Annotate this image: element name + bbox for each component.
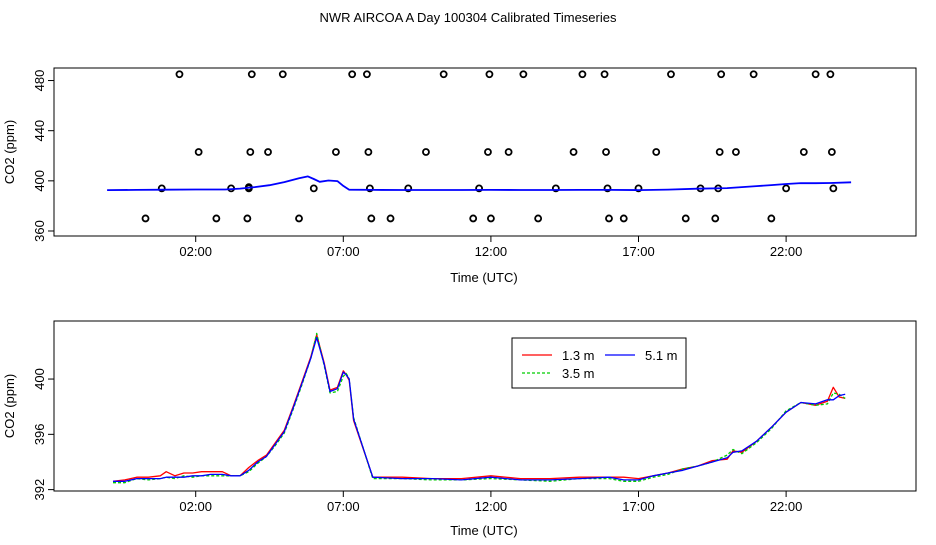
legend: 1.3 m 3.5 m 5.1 m: [512, 338, 686, 388]
bottom-x-tick-label: 17:00: [622, 499, 655, 514]
top-x-tick-label: 22:00: [770, 244, 803, 259]
legend-box: [512, 338, 686, 388]
bottom-x-tick-label: 02:00: [179, 499, 212, 514]
figure-title: NWR AIRCOA A Day 100304 Calibrated Times…: [320, 10, 617, 25]
legend-label-5-1m: 5.1 m: [645, 348, 678, 363]
top-y-tick-label: 360: [32, 220, 47, 242]
top-x-tick-label: 17:00: [622, 244, 655, 259]
bottom-y-axis-label: CO2 (ppm): [2, 374, 17, 438]
legend-label-3-5m: 3.5 m: [562, 366, 595, 381]
top-y-tick-label: 400: [32, 170, 47, 192]
bottom-y-tick-label: 396: [32, 423, 47, 445]
top-y-tick-label: 440: [32, 120, 47, 142]
bottom-y-tick-label: 400: [32, 368, 47, 390]
top-x-tick-label: 02:00: [179, 244, 212, 259]
bottom-x-axis-label: Time (UTC): [450, 523, 517, 538]
bottom-x-tick-label: 12:00: [475, 499, 508, 514]
top-x-tick-label: 12:00: [475, 244, 508, 259]
top-y-tick-label: 480: [32, 70, 47, 92]
top-y-axis-label: CO2 (ppm): [2, 120, 17, 184]
bottom-x-tick-label: 22:00: [770, 499, 803, 514]
legend-label-1-3m: 1.3 m: [562, 348, 595, 363]
bottom-x-tick-label: 07:00: [327, 499, 360, 514]
top-x-axis-label: Time (UTC): [450, 270, 517, 285]
chart-figure: NWR AIRCOA A Day 100304 Calibrated Times…: [0, 0, 936, 540]
top-x-tick-label: 07:00: [327, 244, 360, 259]
bottom-y-tick-label: 392: [32, 479, 47, 501]
figure: NWR AIRCOA A Day 100304 Calibrated Times…: [0, 0, 936, 540]
